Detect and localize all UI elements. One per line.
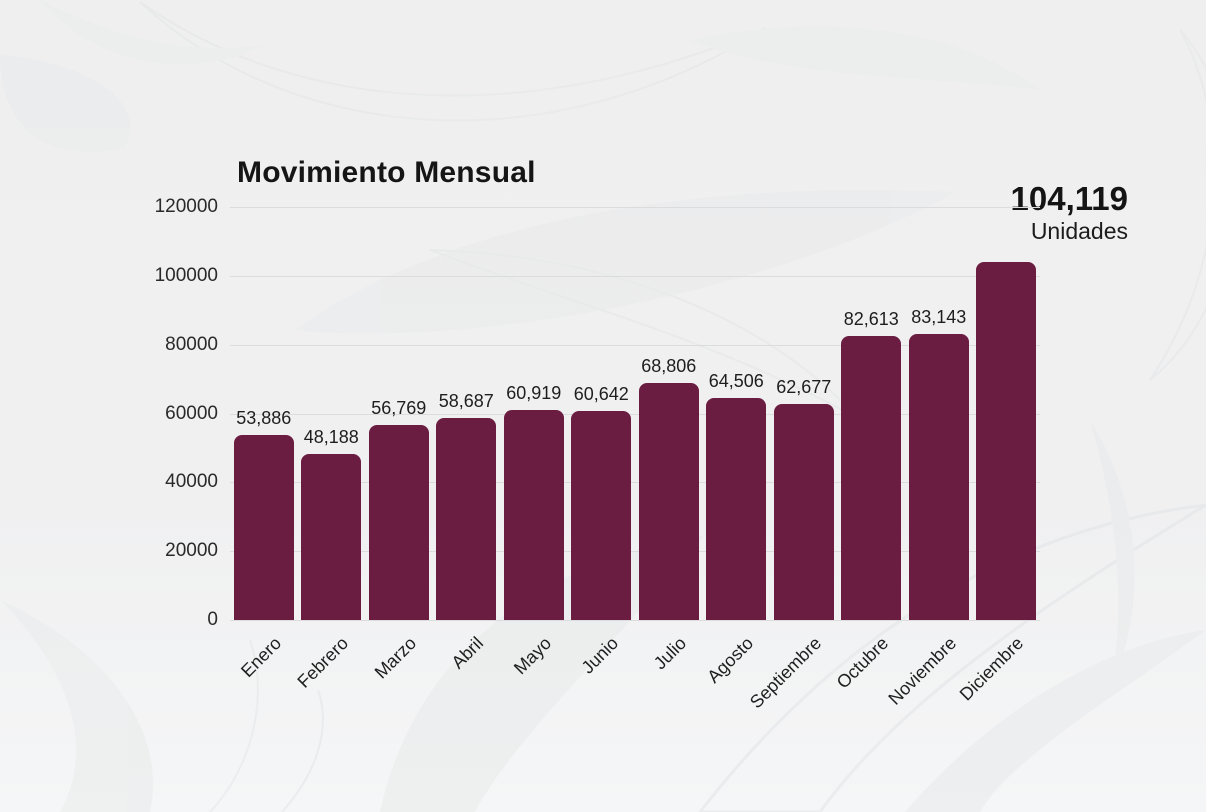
bar-value-label-febrero: 48,188 [303, 427, 359, 448]
gridline-60000 [230, 413, 1040, 415]
bar-junio [571, 411, 632, 620]
highlight-total-unit: Unidades [1030, 217, 1128, 244]
x-axis-tick-label-noviembre: Noviembre [884, 633, 960, 709]
bar-abril [436, 418, 497, 620]
x-axis-tick-label-septiembre: Septiembre [745, 633, 825, 713]
bar-julio [638, 383, 699, 620]
highlight-total-value: 104,119 [1010, 180, 1128, 217]
bar-enero [233, 434, 294, 620]
bar-value-label-septiembre: 62,677 [776, 377, 832, 398]
x-axis-tick-label-abril: Abril [447, 633, 488, 673]
y-axis-tick-label: 40000 [165, 471, 218, 493]
x-axis-tick-label-julio: Julio [649, 633, 690, 674]
x-axis-tick-label-marzo: Marzo [370, 633, 420, 683]
bar-noviembre [908, 333, 969, 620]
gridline-40000 [230, 482, 1040, 484]
bar-value-label-marzo: 56,769 [371, 397, 427, 418]
x-axis-tick-label-diciembre: Diciembre [955, 633, 1028, 705]
bar-value-label-enero: 53,886 [236, 407, 292, 428]
bar-marzo [368, 424, 429, 620]
bar-value-label-noviembre: 83,143 [911, 306, 967, 327]
highlight-total: 104,119 Unidades [1011, 180, 1128, 244]
bar-value-label-julio: 68,806 [641, 356, 697, 377]
bar-diciembre [976, 261, 1037, 620]
gridline-0 [230, 620, 1040, 621]
y-axis-tick-label: 60000 [165, 402, 218, 424]
x-axis-tick-label-enero: Enero [236, 633, 285, 682]
bar-value-label-mayo: 60,919 [506, 383, 562, 404]
x-axis-tick-label-febrero: Febrero [293, 633, 353, 692]
bar-value-label-abril: 58,687 [438, 391, 494, 412]
bar-febrero [301, 454, 362, 620]
bar-value-label-agosto: 64,506 [708, 370, 764, 391]
y-axis-tick-label: 20000 [165, 540, 218, 562]
y-axis-tick-label: 120000 [154, 196, 218, 217]
bar-septiembre [773, 404, 834, 620]
x-axis-tick-label-octubre: Octubre [832, 633, 893, 693]
y-axis-tick-label: 100000 [154, 264, 218, 286]
bar-agosto [706, 397, 767, 620]
gridline-20000 [230, 551, 1040, 553]
chart-title: Movimiento Mensual [237, 156, 536, 189]
gridline-100000 [230, 275, 1040, 277]
y-axis-tick-label: 0 [207, 609, 218, 630]
x-axis-tick-label-junio: Junio [577, 633, 623, 678]
gridline-80000 [230, 344, 1040, 346]
bar-mayo [503, 410, 564, 620]
bar-value-label-octubre: 82,613 [843, 308, 899, 329]
bar-value-label-junio: 60,642 [573, 384, 629, 405]
plot-area: 0 20000 40000 60000 80000 100000 120000 53,886 E… [155, 196, 1040, 712]
x-axis-tick-label-agosto: Agosto [703, 633, 758, 687]
y-axis-tick-label: 80000 [165, 333, 218, 355]
bar-octubre [841, 335, 902, 620]
x-axis-tick-label-mayo: Mayo [509, 633, 555, 679]
gridline-120000 [230, 207, 1040, 208]
